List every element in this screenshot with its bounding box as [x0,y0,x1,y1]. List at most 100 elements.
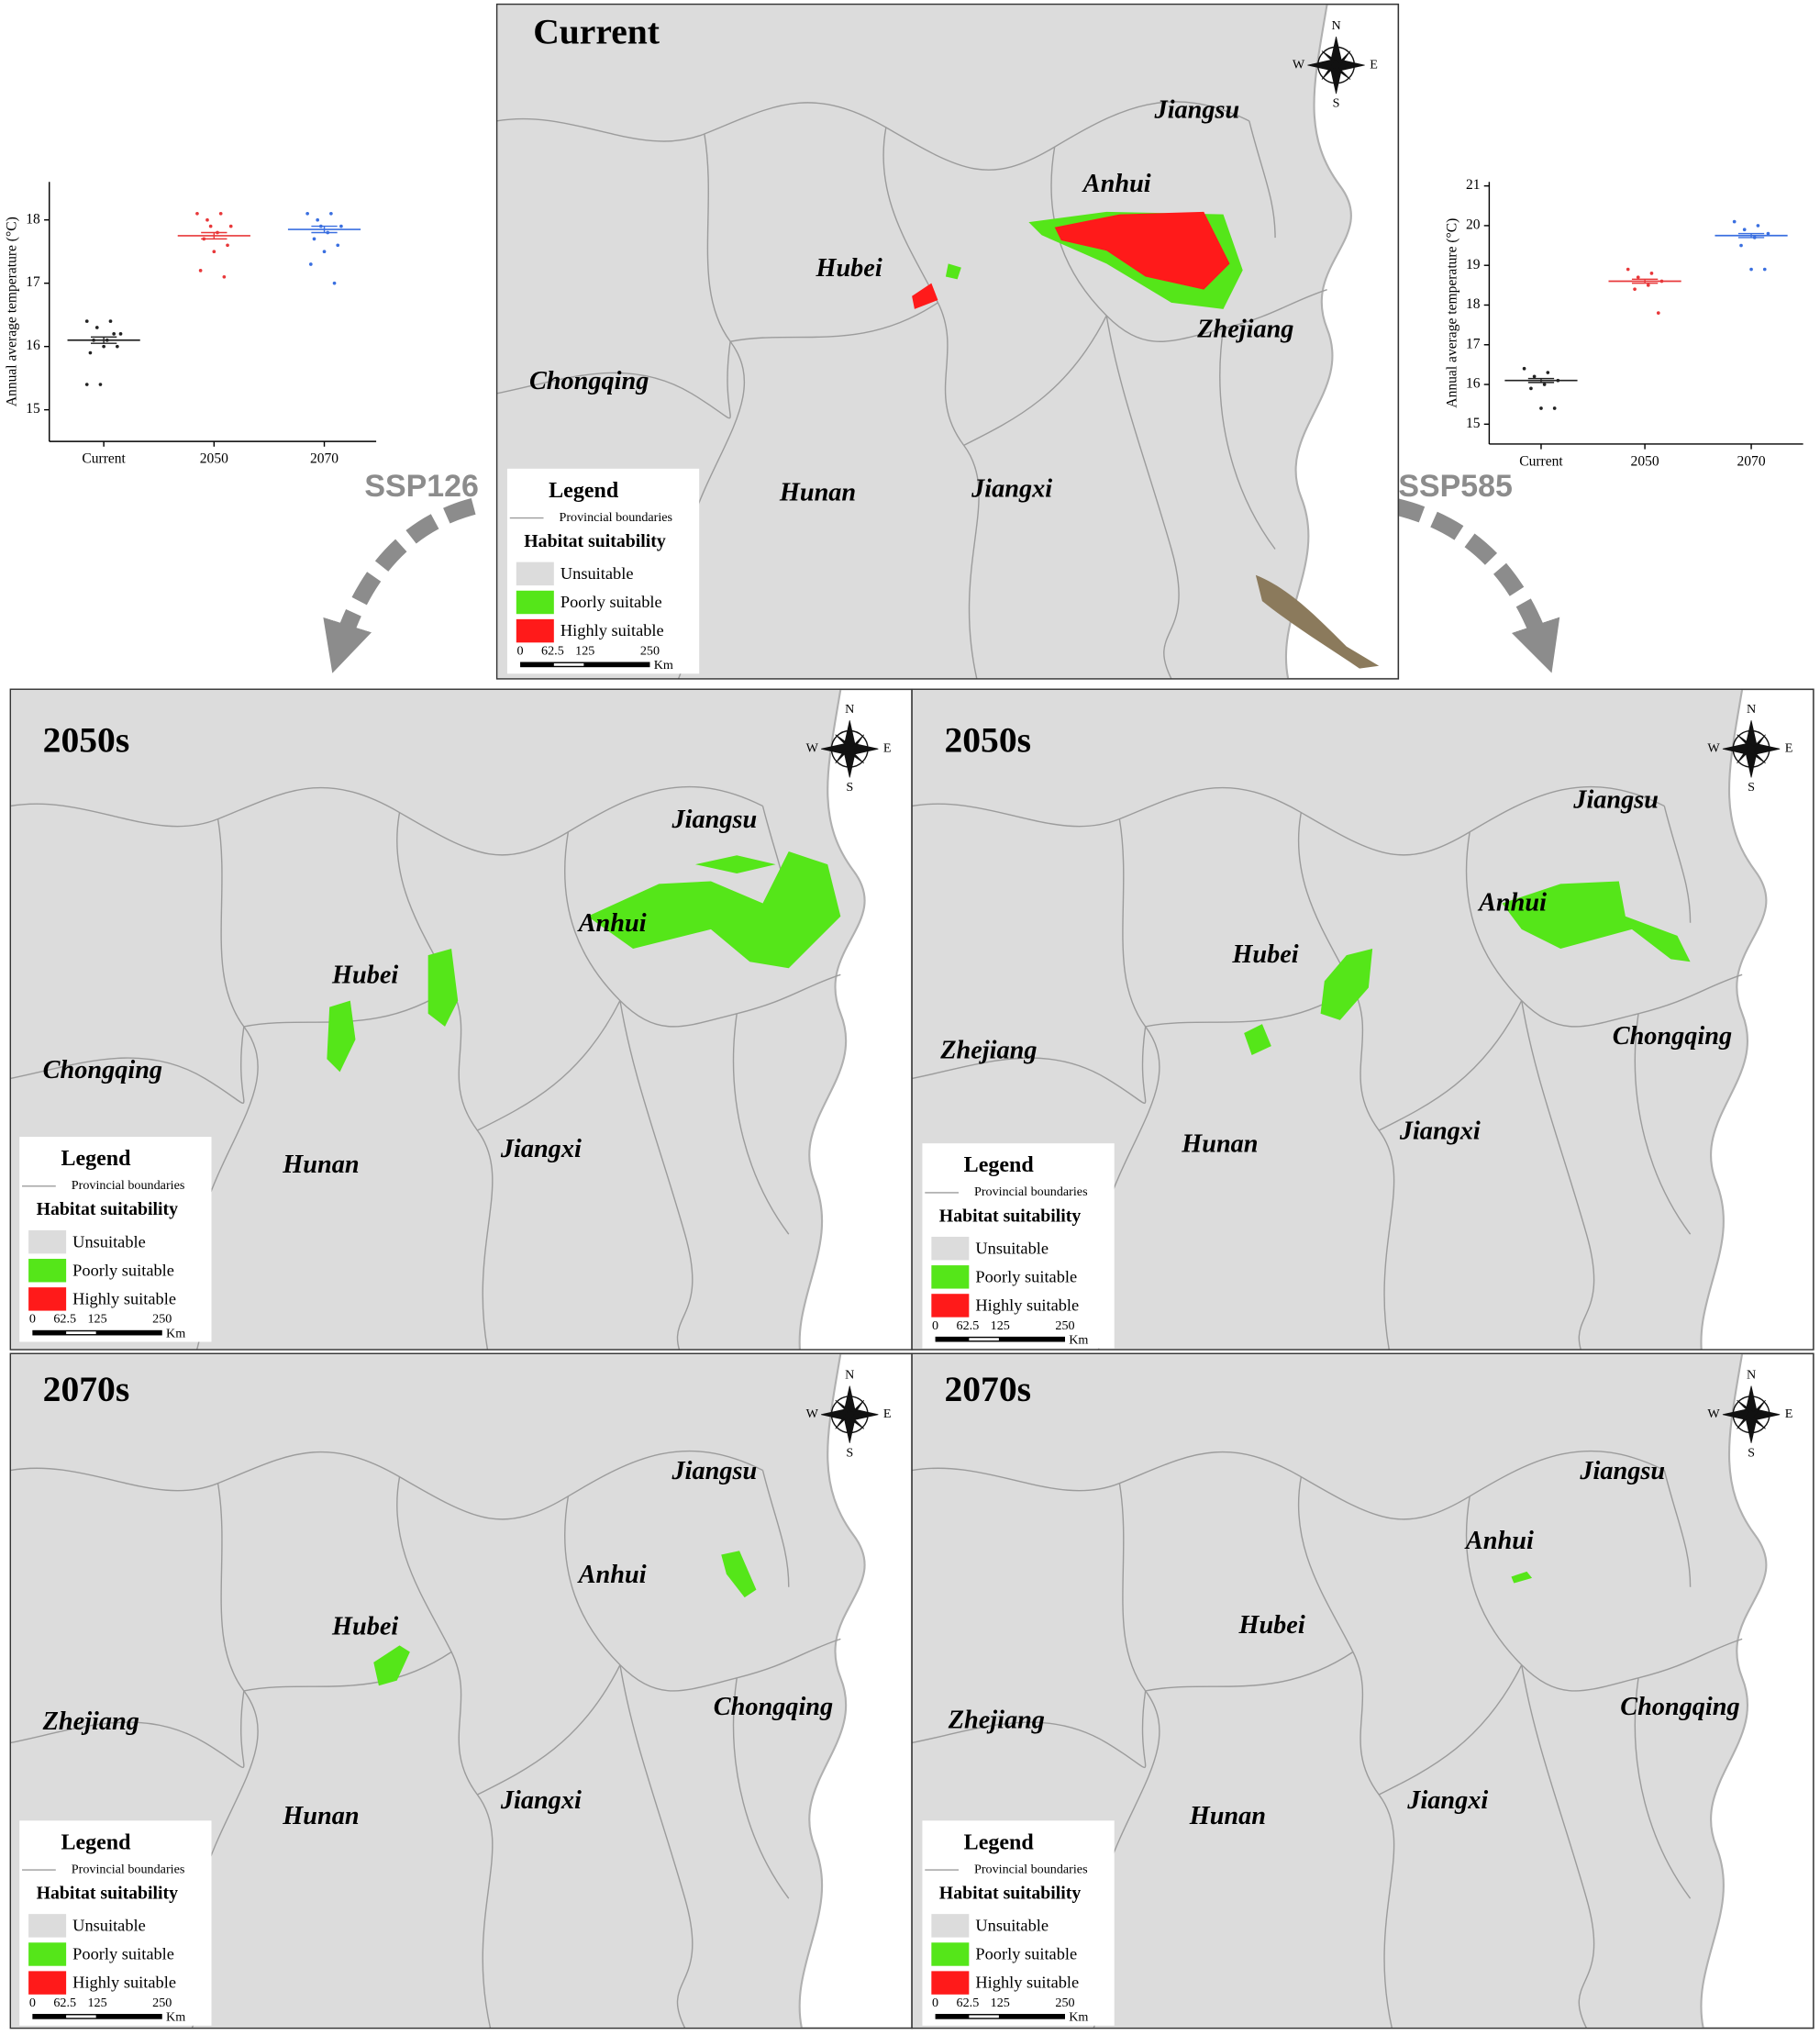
legend-boundary-label: Provincial boundaries [974,1184,1088,1199]
scale-label: 125 [87,1312,106,1327]
x-tick-label: 2050 [200,450,228,466]
legend-boundary-label: Provincial boundaries [559,510,672,525]
data-point [1762,267,1767,272]
y-tick-label: 17 [1466,336,1481,351]
sea [798,1353,913,2029]
legend-label: Unsuitable [975,1917,1049,1935]
province-boundary [1248,120,1276,239]
legend-label: Highly suitable [975,1974,1079,1992]
province-boundary [912,785,1665,856]
scale-label: 125 [991,1996,1010,2010]
data-point [1546,371,1550,374]
legend-heading: Habitat suitability [37,1199,179,1219]
province-boundary [1634,1677,1692,1899]
map-title: 2070s [43,1369,130,1409]
province-boundary [761,1470,790,1587]
scale-label: 250 [1055,1996,1074,2010]
scale-bar [32,1329,162,1336]
data-point [198,269,203,272]
compass-ring [1732,729,1770,768]
data-point [84,319,89,323]
legend-title: Legend [964,1153,1035,1177]
province-label: Jiangxi [1399,1117,1481,1145]
scale-label: 250 [152,1312,172,1327]
compass-letter: E [1370,57,1378,72]
map-panel: 2070s Jiangsu Anhui Hubei Zhejiang Chongqing H… [911,1352,1814,2029]
province-boundary [912,1690,1147,1769]
legend-swatch [931,1236,970,1261]
province-label: Chongqing [43,1056,162,1084]
compass-letter: N [1331,18,1340,33]
data-point [1646,284,1650,287]
province-label: Jiangsu [1579,1457,1665,1485]
scale-label: 125 [991,1318,1010,1333]
scale-bar-gap [969,1338,999,1341]
legend-boundary-label: Provincial boundaries [974,1862,1088,1876]
data-point [112,332,116,336]
compass-ring [830,1396,869,1434]
province-label: Jiangxi [1406,1786,1488,1815]
province-boundary [1378,1664,1523,1796]
compass-star [1307,36,1365,95]
legend-label: Unsuitable [72,1232,146,1251]
error-bar [1527,377,1555,384]
data-point [1756,224,1760,228]
legend-swatch [516,590,554,615]
province-boundary [10,1450,763,1520]
map-body [10,1353,913,2029]
data-point [1633,287,1637,292]
map-panel: 2050s Jiangsu Anhui Hubei Chongqing Hunan Jian… [9,688,913,1351]
data-point [332,281,337,285]
data-point [102,344,105,349]
legend-heading: Habitat suitability [939,1206,1082,1226]
scale-label: 0 [932,1996,938,2010]
legend-label: Poorly suitable [975,1945,1077,1963]
legend-label: Highly suitable [560,621,664,639]
province-boundary [243,1651,452,1692]
data-point [322,250,327,254]
province-boundary [1663,806,1692,923]
legend: Legend Provincial boundaries Habitat suita… [922,1820,1115,2026]
legend-label: Unsuitable [975,1239,1049,1257]
habitat-area [1054,211,1230,290]
scale-unit: Km [1069,1332,1088,1347]
compass-ring [1732,1396,1770,1434]
legend-swatch [931,1942,970,1966]
province-boundary [912,1026,1147,1105]
arrow-ssp585 [1393,497,1560,673]
scale-unit: Km [654,658,673,673]
compass-ring [830,729,869,768]
scale-bar-gap [969,2015,999,2018]
x-tick-label: Current [82,450,126,466]
data-point [339,224,343,228]
legend: Legend Provincial boundaries Habitat suita… [506,468,700,674]
data-point [88,350,93,355]
scale-bar-gap [66,2015,96,2018]
habitat-area [694,855,776,874]
scale-bar [520,662,650,668]
province-boundary [1145,1651,1354,1692]
habitat-area [1244,1024,1271,1056]
data-point [1626,267,1630,272]
compass-letter: E [1785,1407,1793,1421]
scale-label: 0 [517,643,524,658]
scatter-chart: 15 16 17 18 Annual average temperature (°C) C… [5,182,377,466]
map-title: 2070s [944,1369,1031,1409]
province-label: Hunan [1181,1129,1258,1158]
sea [798,689,913,1351]
scale-label: 62.5 [957,1996,980,2010]
province-label: Anhui [1082,170,1151,198]
data-point [1636,275,1640,280]
province-label: Hubei [1237,1611,1304,1640]
province-label: Zhejiang [1196,315,1293,343]
province-label: Hunan [779,479,856,507]
legend-swatch [28,1229,67,1254]
y-axis-label: Annual average temperature (°C) [5,217,20,406]
province-label: Hubei [1231,940,1298,969]
legend-label: Highly suitable [72,1289,176,1307]
legend-swatch [28,1971,67,1995]
sea [1284,4,1399,679]
legend-heading: Habitat suitability [939,1883,1082,1903]
scale-label: 125 [87,1996,106,2010]
province-boundary [619,1664,694,2029]
